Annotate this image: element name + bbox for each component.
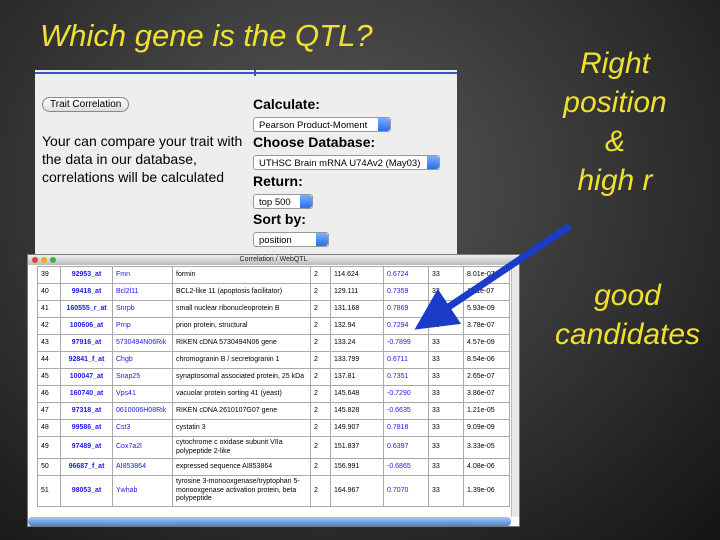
window-title: Correlation / WebQTL [28,255,519,265]
table-row: 48 99586_at Cst3 cystatin 3 2 149.907 0.7818 33… [37,419,510,437]
note-line: & [604,125,625,158]
correlation: 0.7070 [383,475,429,507]
table-row: 50 96687_f_at AI853864 expressed sequence A… [37,458,510,476]
note-line: candidates [554,318,701,351]
correlation-form: Trait Correlation Your can compare your … [35,70,457,262]
table-row: 39 92953_at Fmn formin 2 114.624 0.6724 33 8.01e… [37,266,510,284]
table-row: 44 92841_f_at Chgb chromogranin B / secreto… [37,351,510,369]
gene-symbol[interactable]: AI853864 [112,458,173,476]
table-row: 43 97916_at 5730494N06Rik RIKEN cDNA 573049… [37,334,510,352]
description: Your can compare your trait with the dat… [42,133,243,185]
note-line: good [594,279,661,312]
table-row: 49 97489_at Cox7a2l cytochrome c oxidase su… [37,436,510,459]
note-line: position [563,86,667,119]
trait-correlation-button[interactable]: Trait Correlation [42,97,130,112]
sort-label: Sort by: [253,211,306,227]
database-select[interactable]: UTHSC Brain mRNA U74Av2 (May03) [253,155,440,170]
minimize-button[interactable] [41,257,47,263]
database-label: Choose Database: [253,134,376,150]
table-row: 47 97318_at 0610006H08Rik RIKEN cDNA 261010… [37,402,510,420]
calculate-select[interactable]: Pearson Product-Moment [253,117,391,132]
note-line: Right [579,47,651,80]
zoom-button[interactable] [50,257,56,263]
result-note: good candidates [535,276,720,354]
close-button[interactable] [32,257,38,263]
gene-symbol[interactable]: Ywhab [112,475,173,507]
vertical-scrollbar[interactable] [511,265,519,517]
note-line: high r [577,164,653,197]
probe-id[interactable]: 98053_at [60,475,113,507]
divider [254,70,256,76]
criteria-note: Right position & high r [540,44,690,200]
calculate-label: Calculate: [253,96,320,112]
horizontal-scrollbar[interactable] [28,517,511,526]
return-select[interactable]: top 500 [253,194,313,209]
arrow [414,223,572,330]
divider [35,72,457,74]
table-row: 45 100047_at Snap25 synaptosomal associated… [37,368,510,386]
correlation: -0.6865 [383,458,429,476]
sort-select[interactable]: position [253,232,329,247]
p-value: 1.39e-06 [463,475,510,507]
table-row: 46 160740_at Vps41 vacuolar protein sorting… [37,385,510,403]
slide-title: Which gene is the QTL? [40,18,373,53]
table-row: 51 98053_at Ywhab tyrosine 3-monooxgenase/t… [37,475,510,507]
p-value: 4.08e-06 [463,458,510,476]
return-label: Return: [253,173,303,189]
